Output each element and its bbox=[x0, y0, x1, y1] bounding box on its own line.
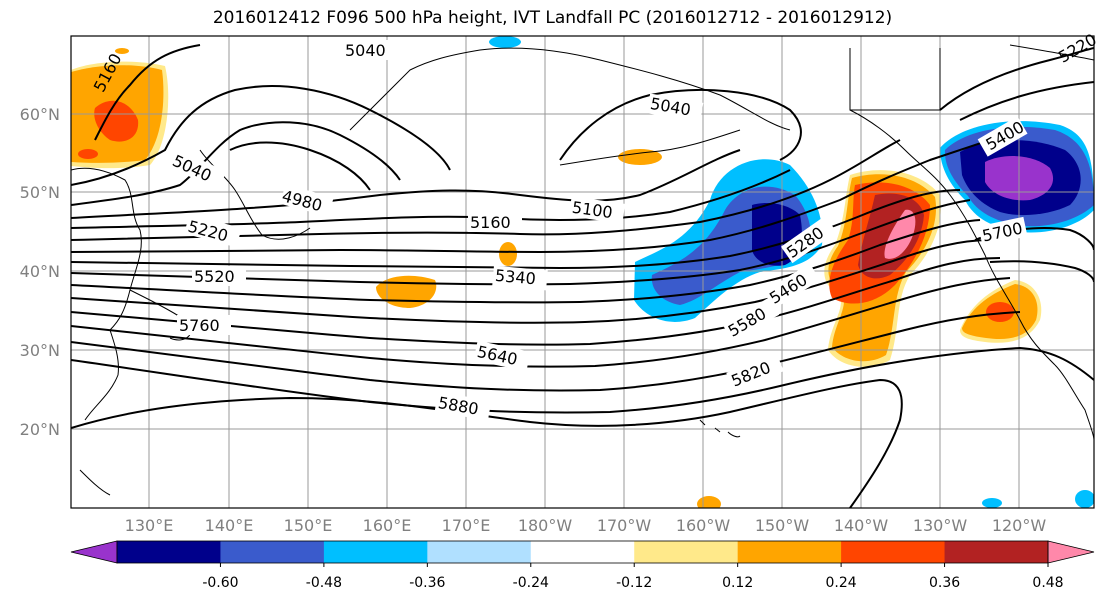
contour bbox=[71, 346, 1094, 414]
contour bbox=[71, 219, 981, 304]
colorbar-label: -0.48 bbox=[306, 575, 342, 591]
contour-label: 5760 bbox=[179, 316, 220, 335]
colorbar-label: -0.12 bbox=[616, 575, 652, 591]
lat-label: 50°N bbox=[20, 183, 60, 202]
colorbar-label: -0.24 bbox=[513, 575, 549, 591]
lon-label: 170°W bbox=[597, 516, 652, 535]
contour bbox=[71, 85, 451, 186]
lon-label: 150°E bbox=[284, 516, 333, 535]
shade-positive bbox=[986, 302, 1014, 322]
shade-positive bbox=[884, 209, 916, 259]
shade-positive bbox=[78, 149, 98, 159]
colorbar-left-arrow bbox=[70, 540, 118, 564]
coastline bbox=[1009, 44, 1094, 61]
ivt-shading bbox=[71, 36, 1094, 508]
shade-negative bbox=[489, 36, 521, 48]
longitude-labels: 130°E 140°E 150°E 160°E 170°E 180°W 170°… bbox=[125, 516, 1047, 535]
coastline bbox=[84, 329, 119, 421]
shade-positive bbox=[618, 149, 662, 165]
lat-label: 20°N bbox=[20, 420, 60, 439]
contour bbox=[71, 139, 901, 241]
colorbar-box bbox=[944, 541, 1049, 563]
contour bbox=[71, 199, 971, 286]
contour bbox=[71, 239, 991, 324]
colorbar-label: 0.24 bbox=[826, 575, 857, 591]
map-frame bbox=[70, 35, 1095, 509]
lon-label: 130°W bbox=[913, 516, 968, 535]
map-title: 2016012412 F096 500 hPa height, IVT Land… bbox=[212, 8, 893, 28]
shade-positive bbox=[697, 496, 721, 508]
coastline bbox=[71, 167, 142, 331]
lat-label: 60°N bbox=[20, 105, 60, 124]
contour bbox=[71, 378, 903, 508]
colorbar-right-arrow bbox=[1047, 540, 1095, 564]
contour bbox=[229, 141, 371, 191]
contour bbox=[71, 257, 1001, 346]
shade-positive bbox=[499, 242, 517, 266]
shade-negative bbox=[1075, 490, 1094, 508]
colorbar-label: 0.48 bbox=[1032, 575, 1063, 591]
shade-negative bbox=[982, 498, 1002, 508]
colorbar-box bbox=[117, 541, 221, 563]
colorbar-tick-labels: -0.60 -0.48 -0.36 -0.24 -0.12 0.12 0.24 0.36 0.4… bbox=[202, 563, 1064, 591]
contour-label: 5520 bbox=[194, 267, 235, 286]
colorbar-box bbox=[427, 541, 532, 563]
coastline bbox=[79, 469, 111, 496]
contour bbox=[71, 149, 741, 219]
contour bbox=[94, 44, 201, 141]
shade-positive bbox=[115, 48, 129, 54]
colorbar-label: -0.36 bbox=[409, 575, 445, 591]
contour bbox=[71, 189, 961, 270]
contour bbox=[939, 47, 1094, 111]
contour-label: 5160 bbox=[470, 213, 511, 232]
colorbar-label: 0.12 bbox=[722, 575, 753, 591]
lon-label: 150°W bbox=[755, 516, 810, 535]
colorbar-box bbox=[220, 541, 325, 563]
contour bbox=[71, 129, 1021, 254]
lon-label: 170°E bbox=[442, 516, 491, 535]
colorbar-box bbox=[841, 541, 946, 563]
lon-label: 180°W bbox=[518, 516, 573, 535]
colorbar-label: -0.60 bbox=[202, 575, 238, 591]
lon-label: 120°W bbox=[992, 516, 1047, 535]
lon-label: 160°W bbox=[676, 516, 731, 535]
coastline bbox=[849, 48, 941, 111]
contour bbox=[71, 277, 1011, 368]
colorbar-boxes bbox=[117, 541, 1049, 563]
coastline bbox=[349, 47, 791, 131]
lon-label: 130°E bbox=[125, 516, 174, 535]
colorbar-label: 0.36 bbox=[929, 575, 960, 591]
colorbar-box bbox=[737, 541, 842, 563]
contour bbox=[959, 81, 1094, 121]
latitude-labels: 60°N 50°N 40°N 30°N 20°N bbox=[20, 105, 60, 439]
shade-positive bbox=[94, 100, 139, 142]
height-contours bbox=[71, 44, 1094, 508]
coastline bbox=[559, 129, 741, 166]
contour-label: 5040 bbox=[345, 41, 386, 60]
lon-label: 140°E bbox=[205, 516, 254, 535]
colorbar-outline bbox=[116, 540, 1049, 564]
lon-label: 160°E bbox=[363, 516, 412, 535]
colorbar-box bbox=[530, 541, 635, 563]
lon-label: 140°W bbox=[834, 516, 889, 535]
coastline bbox=[699, 419, 741, 438]
colorbar-box bbox=[634, 541, 739, 563]
coastline bbox=[1054, 364, 1094, 441]
contour bbox=[989, 260, 1094, 283]
contour bbox=[559, 89, 802, 161]
contour bbox=[71, 121, 401, 206]
colorbar-box bbox=[323, 541, 428, 563]
lat-label: 30°N bbox=[20, 341, 60, 360]
contour-label: 5340 bbox=[494, 266, 536, 288]
contour bbox=[71, 311, 1021, 392]
lat-label: 40°N bbox=[20, 262, 60, 281]
colorbar: -0.60 -0.48 -0.36 -0.24 -0.12 0.12 0.24 0.36 0.4… bbox=[70, 540, 1095, 591]
